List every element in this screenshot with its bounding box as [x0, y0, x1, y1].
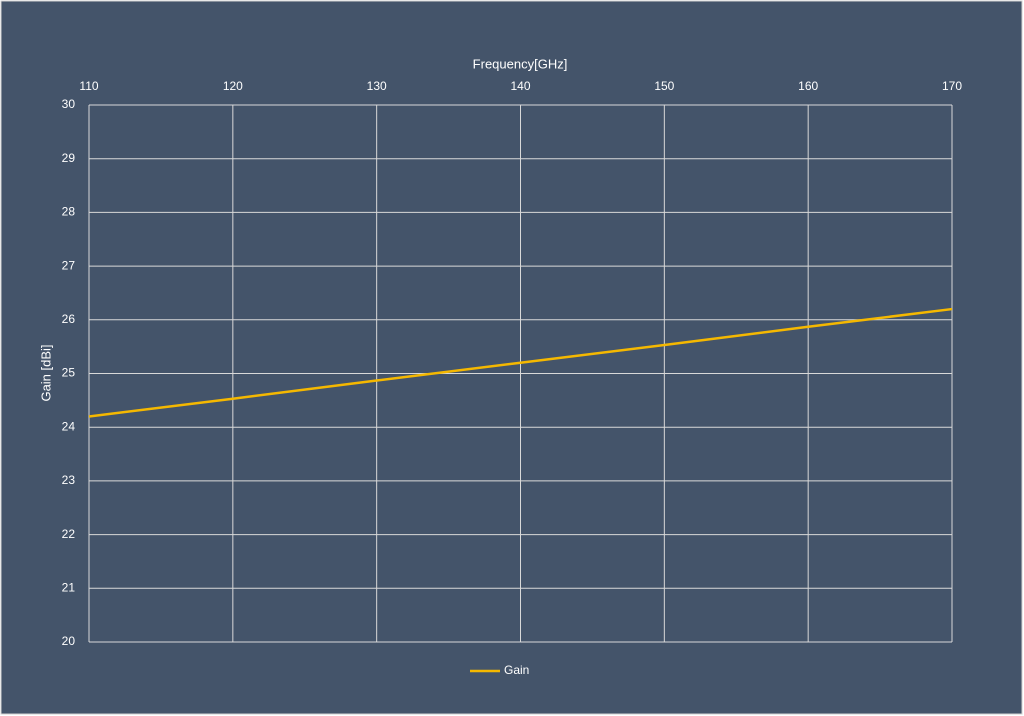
x-tick-label: 160 — [798, 79, 818, 93]
x-tick-label: 170 — [942, 79, 962, 93]
x-tick-label: 130 — [367, 79, 387, 93]
y-tick-label: 21 — [62, 580, 76, 594]
x-tick-label: 150 — [654, 79, 674, 93]
y-axis-title: Gain [dBi] — [38, 344, 53, 401]
y-tick-label: 28 — [62, 205, 76, 219]
y-tick-label: 30 — [62, 97, 76, 111]
y-tick-label: 22 — [62, 527, 76, 541]
x-axis-title: Frequency[GHz] — [473, 56, 568, 71]
y-tick-label: 29 — [62, 151, 76, 165]
y-tick-label: 25 — [62, 366, 76, 380]
y-tick-label: 23 — [62, 473, 76, 487]
y-tick-label: 20 — [62, 634, 76, 648]
x-tick-label: 110 — [79, 79, 98, 93]
legend-label: Gain — [504, 663, 529, 677]
x-tick-label: 120 — [223, 79, 243, 93]
data-line — [88, 307, 953, 418]
y-tick-label: 27 — [62, 258, 76, 272]
x-tick-label: 140 — [510, 79, 530, 93]
y-tick-label: 24 — [62, 419, 76, 433]
y-tick-label: 26 — [62, 312, 76, 326]
